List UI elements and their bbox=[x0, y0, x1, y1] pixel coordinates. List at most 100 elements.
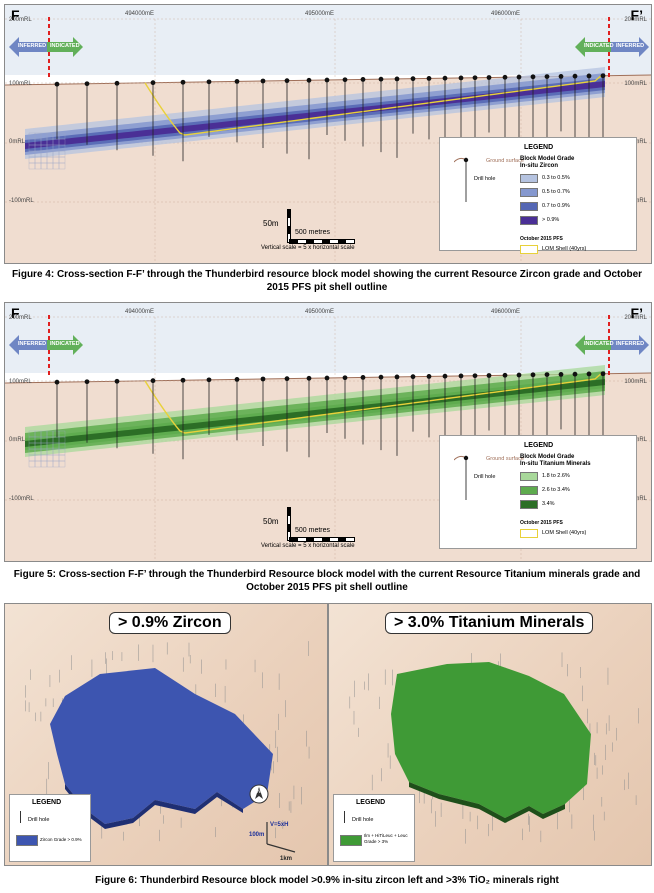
legend-item: 2.6 to 3.4% bbox=[542, 487, 570, 493]
drill-collar bbox=[54, 81, 60, 87]
drill-collar bbox=[572, 73, 578, 79]
figure-6-caption: Figure 6: Thunderbird Resource block mod… bbox=[95, 875, 559, 886]
drill-hole-symbol bbox=[20, 811, 21, 823]
drill-collar bbox=[206, 79, 212, 85]
drill-collar bbox=[426, 374, 432, 379]
easting-label: 496000mE bbox=[491, 309, 521, 315]
drill-collar bbox=[516, 74, 522, 80]
drill-collar bbox=[558, 73, 564, 79]
section-right-label: F’ bbox=[630, 305, 643, 321]
inferred-indicated-arrow-left: INFERRED INDICATED bbox=[9, 335, 83, 355]
drill-collar bbox=[114, 378, 120, 384]
legend-swatch bbox=[520, 188, 538, 197]
map-legend-zircon: LEGEND Drill hole Zircon Grade > 0.9% bbox=[9, 794, 91, 862]
cross-section-titanium: F F’ 200mRL 100mRL 0mRL -100mRL 200mRL 100mRL 0m… bbox=[4, 302, 652, 562]
legend-item: 0.7 to 0.9% bbox=[542, 203, 570, 209]
legend-item: 0.3 to 0.5% bbox=[542, 175, 570, 181]
drill-collar bbox=[342, 77, 348, 83]
legend-title: LEGEND bbox=[356, 799, 386, 806]
indicated-label: INDICATED bbox=[584, 43, 614, 49]
drill-collar bbox=[516, 372, 522, 378]
legend-grade-subtitle: In-situ Titanium Minerals bbox=[520, 461, 591, 467]
legend-lom: LOM Shell (40yrs) bbox=[542, 246, 587, 252]
rl-label-left: 100mRL bbox=[9, 81, 32, 87]
map-legend-titanium: LEGEND Drill hole Ilm + HiTiLeuc + Leuc … bbox=[333, 794, 415, 862]
drill-collar bbox=[558, 371, 564, 377]
drill-collar bbox=[378, 76, 384, 82]
svg-text:V=5xH: V=5xH bbox=[270, 822, 289, 828]
svg-text:1km: 1km bbox=[280, 856, 292, 862]
drill-collar bbox=[502, 74, 508, 80]
drill-collar bbox=[378, 374, 384, 380]
inferred-label: INFERRED bbox=[18, 43, 47, 49]
titanium-body bbox=[391, 662, 591, 818]
figure-4-caption: Figure 4: Cross-section F-F’ through the… bbox=[11, 269, 643, 293]
legend-item: 1.8 to 2.6% bbox=[542, 473, 570, 479]
drill-collar bbox=[544, 372, 550, 378]
drill-collar bbox=[410, 76, 416, 82]
legend-ground-surface: Ground surface bbox=[486, 158, 524, 164]
legend-swatch bbox=[520, 500, 538, 509]
rl-label-right: 0mRL bbox=[630, 139, 647, 145]
indicated-label: INDICATED bbox=[50, 43, 80, 49]
indicated-label: INDICATED bbox=[50, 341, 80, 347]
rl-label-left: -100mRL bbox=[9, 198, 34, 204]
drill-collar bbox=[206, 377, 212, 383]
drill-collar bbox=[260, 376, 266, 382]
drill-collar bbox=[586, 73, 592, 79]
inferred-label: INFERRED bbox=[18, 341, 47, 347]
zircon-map-render: N V=5xH 100m 1km bbox=[25, 641, 310, 862]
legend-pfs-title: October 2015 PFS bbox=[520, 520, 563, 526]
cross-section-zircon: F F’ 200mRL 100mRL 0mRL -100mRL 200mRL 100mRL 0m… bbox=[4, 4, 652, 264]
legend-item: 3.4% bbox=[542, 501, 555, 507]
figure-5-caption: Figure 5: Cross-section F-F’ through the… bbox=[13, 569, 641, 593]
scale-vertical-label: 50m bbox=[263, 517, 279, 526]
vertical-scale-bar bbox=[287, 507, 291, 541]
legend-swatch-zircon bbox=[16, 835, 38, 846]
drill-collar bbox=[586, 371, 592, 377]
scale-note: Vertical scale = 5 x horizontal scale bbox=[261, 245, 355, 251]
legend-swatch bbox=[520, 202, 538, 211]
rl-label-left: -100mRL bbox=[9, 496, 34, 502]
easting-label: 495000mE bbox=[305, 309, 335, 315]
drill-collar bbox=[486, 373, 492, 378]
easting-label: 494000mE bbox=[125, 309, 155, 315]
drill-collar bbox=[472, 373, 478, 379]
svg-text:N: N bbox=[257, 789, 261, 795]
section-render bbox=[5, 5, 651, 263]
legend-grade-subtitle: In-situ Zircon bbox=[520, 163, 558, 169]
rl-label-left: 0mRL bbox=[9, 437, 26, 443]
drill-collar bbox=[150, 378, 156, 384]
rl-label-left: 100mRL bbox=[9, 379, 32, 385]
rl-label-left: 0mRL bbox=[9, 139, 26, 145]
legend-ground-surface: Ground surface bbox=[486, 456, 524, 462]
legend-drill-hole: Drill hole bbox=[28, 817, 50, 823]
map-zircon-panel: N V=5xH 100m 1km > 0.9% Zircon LEGEND Dr… bbox=[4, 603, 328, 866]
drill-collar bbox=[572, 371, 578, 377]
inferred-label: INFERRED bbox=[616, 43, 645, 49]
legend-drill-hole: Drill hole bbox=[352, 817, 374, 823]
drill-collar bbox=[180, 377, 186, 383]
drill-collar bbox=[306, 77, 312, 83]
section-right-label: F’ bbox=[630, 7, 643, 23]
drill-collar bbox=[600, 371, 606, 377]
drill-collar bbox=[54, 379, 60, 385]
horizontal-scale-bar bbox=[289, 537, 355, 542]
drill-collar bbox=[284, 376, 290, 382]
inferred-label: INFERRED bbox=[616, 341, 645, 347]
scale-note: Vertical scale = 5 x horizontal scale bbox=[261, 543, 355, 549]
section-left-label: F bbox=[11, 305, 20, 321]
scale-horizontal-label: 500 metres bbox=[295, 527, 331, 534]
drill-collar bbox=[306, 375, 312, 381]
pit-shell-outline bbox=[144, 373, 602, 434]
drill-collar bbox=[426, 76, 432, 81]
rl-label-right: 100mRL bbox=[624, 379, 647, 385]
legend-lom: LOM Shell (40yrs) bbox=[542, 530, 587, 536]
legend-drill-hole: Drill hole bbox=[474, 176, 496, 182]
rl-label-right: 200mRL bbox=[624, 315, 647, 321]
legend-title: LEGEND bbox=[524, 442, 554, 449]
easting-label: 494000mE bbox=[125, 11, 155, 17]
easting-label: 496000mE bbox=[491, 11, 521, 17]
drill-collar bbox=[394, 374, 400, 380]
pit-shell-outline bbox=[144, 75, 602, 136]
